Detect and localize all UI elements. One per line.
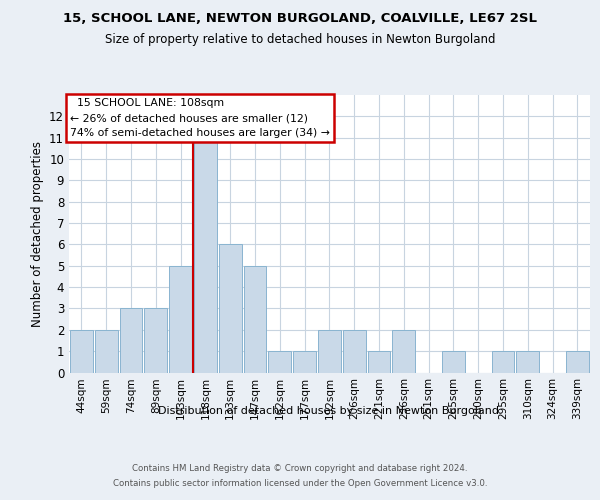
Bar xyxy=(442,351,465,372)
Bar xyxy=(219,244,242,372)
Text: 15 SCHOOL LANE: 108sqm  
← 26% of detached houses are smaller (12)
74% of semi-d: 15 SCHOOL LANE: 108sqm ← 26% of detached… xyxy=(70,98,330,138)
Bar xyxy=(169,266,192,372)
Text: Size of property relative to detached houses in Newton Burgoland: Size of property relative to detached ho… xyxy=(105,33,495,46)
Bar xyxy=(145,308,167,372)
Bar xyxy=(244,266,266,372)
Bar xyxy=(70,330,93,372)
Bar xyxy=(368,351,391,372)
Text: Contains HM Land Registry data © Crown copyright and database right 2024.: Contains HM Land Registry data © Crown c… xyxy=(132,464,468,473)
Text: Distribution of detached houses by size in Newton Burgoland: Distribution of detached houses by size … xyxy=(158,406,499,416)
Bar xyxy=(119,308,142,372)
Bar xyxy=(293,351,316,372)
Bar xyxy=(517,351,539,372)
Bar xyxy=(318,330,341,372)
Bar xyxy=(566,351,589,372)
Bar xyxy=(194,138,217,372)
Text: 15, SCHOOL LANE, NEWTON BURGOLAND, COALVILLE, LE67 2SL: 15, SCHOOL LANE, NEWTON BURGOLAND, COALV… xyxy=(63,12,537,26)
Bar xyxy=(343,330,365,372)
Text: Contains public sector information licensed under the Open Government Licence v3: Contains public sector information licen… xyxy=(113,479,487,488)
Bar xyxy=(392,330,415,372)
Y-axis label: Number of detached properties: Number of detached properties xyxy=(31,141,44,327)
Bar xyxy=(268,351,291,372)
Bar xyxy=(491,351,514,372)
Bar xyxy=(95,330,118,372)
